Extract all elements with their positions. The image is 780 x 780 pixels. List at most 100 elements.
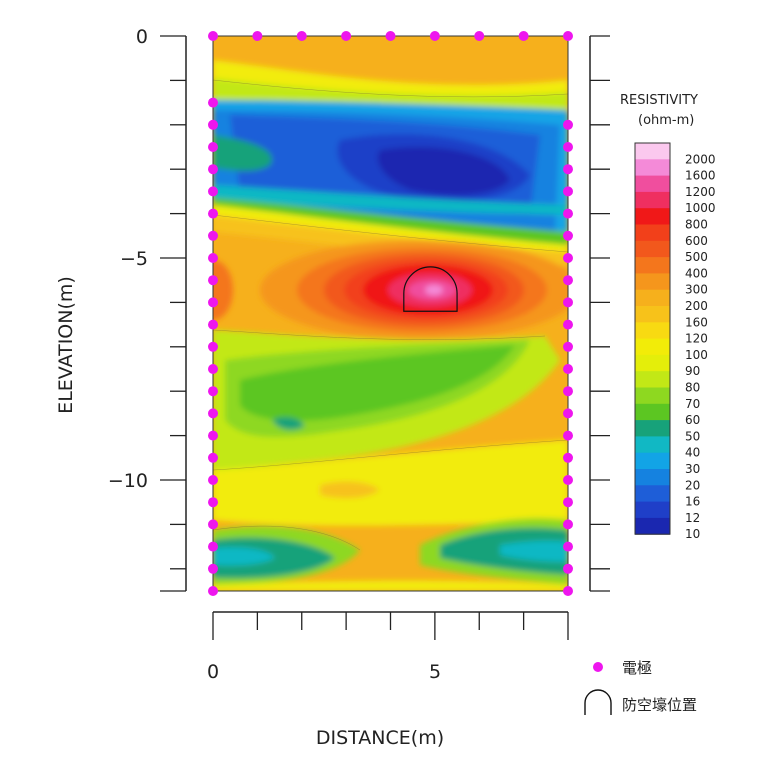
colorbar-label: 160 [685, 315, 708, 329]
electrode [563, 119, 573, 130]
colorbar-label: 400 [685, 266, 708, 280]
electrode [563, 253, 573, 263]
colorbar-label: 1000 [685, 201, 716, 215]
electrode [429, 31, 440, 41]
colorbar-label: 20 [685, 478, 700, 492]
colorbar-label: 70 [685, 397, 700, 411]
electrode [563, 208, 573, 219]
electrode [563, 475, 573, 485]
colorbar-swatch [635, 338, 670, 356]
electrode [518, 31, 529, 41]
electrode [563, 319, 573, 330]
electrode [563, 31, 573, 41]
electrode [208, 563, 218, 574]
colorbar-label: 90 [685, 364, 700, 378]
electrode [563, 186, 573, 197]
colorbar-swatch [635, 436, 670, 454]
colorbar-label: 10 [685, 527, 700, 541]
electrode [208, 31, 218, 41]
colorbar-swatch [635, 517, 670, 535]
y-tick-label: −10 [108, 470, 148, 492]
legend-shelter-arch [584, 689, 612, 715]
electrode [563, 408, 573, 419]
colorbar-swatch [635, 322, 670, 340]
colorbar-title: RESISTIVITY [620, 93, 698, 108]
electrode-markers [208, 31, 573, 596]
y-tick-label: −5 [120, 248, 148, 270]
legend-electrode-label: 電極 [622, 659, 652, 677]
electrode [563, 297, 573, 308]
colorbar-swatch [635, 175, 670, 193]
electrode [208, 364, 218, 374]
electrode [208, 408, 218, 419]
colorbar-swatch [635, 387, 670, 405]
colorbar-label: 800 [685, 218, 708, 232]
electrode [208, 319, 218, 330]
colorbar-swatch [635, 354, 670, 372]
colorbar-swatch [635, 240, 670, 258]
colorbar-label: 200 [685, 299, 708, 313]
electrode [341, 31, 352, 41]
electrode [208, 164, 218, 175]
electrode [563, 586, 573, 596]
colorbar-swatch [635, 420, 670, 437]
colorbar-label: 1200 [685, 185, 716, 199]
electrode [208, 275, 218, 286]
colorbar-label: 120 [685, 332, 708, 346]
electrode [563, 341, 573, 352]
shelter-outline [403, 266, 458, 312]
electrode [563, 386, 573, 397]
electrode [385, 31, 396, 41]
colorbar-swatch [635, 452, 670, 470]
colorbar-label: 60 [685, 413, 700, 427]
electrode [208, 386, 218, 397]
electrode [563, 430, 573, 441]
x-axis-label: DISTANCE(m) [316, 727, 444, 749]
electrode [208, 586, 218, 596]
colorbar-label: 2000 [685, 152, 716, 166]
electrode [208, 452, 218, 463]
electrode [474, 31, 485, 41]
electrode [208, 119, 218, 130]
electrode [563, 563, 573, 574]
colorbar-swatch [635, 371, 670, 388]
electrode [208, 186, 218, 197]
colorbar-label: 500 [685, 250, 708, 264]
colorbar-unit: (ohm-m) [638, 113, 694, 128]
electrode [296, 31, 307, 41]
legend-electrode-dot [593, 662, 603, 672]
electrode [252, 31, 263, 41]
electrode [208, 230, 218, 241]
colorbar-label: 40 [685, 446, 700, 460]
electrode [208, 519, 218, 530]
colorbar-label: 600 [685, 234, 708, 248]
colorbar-swatch [635, 403, 670, 421]
colorbar-label: 50 [685, 429, 700, 443]
electrode [563, 142, 573, 152]
electrode [563, 519, 573, 530]
colorbar-label: 300 [685, 283, 708, 297]
electrode [563, 497, 573, 508]
colorbar-swatch [635, 191, 670, 209]
electrode [563, 541, 573, 552]
colorbar-swatch [635, 289, 670, 307]
electrode [208, 297, 218, 308]
colorbar-swatch [635, 143, 670, 160]
colorbar-label: 30 [685, 462, 700, 476]
electrode [563, 452, 573, 463]
colorbar-swatch [635, 306, 670, 323]
resistivity-contour-fill [213, 36, 568, 591]
electrode [208, 475, 218, 485]
electrode [208, 430, 218, 441]
y-axis-label: ELEVATION(m) [55, 276, 77, 414]
colorbar-swatch [635, 257, 670, 274]
y-tick-label: 0 [136, 26, 148, 48]
electrode [208, 497, 218, 508]
colorbar-swatch [635, 208, 670, 225]
colorbar-swatch [635, 159, 670, 177]
electrode [563, 230, 573, 241]
colorbar-label: 16 [685, 495, 700, 509]
electrode [208, 208, 218, 219]
colorbar-swatch [635, 273, 670, 291]
